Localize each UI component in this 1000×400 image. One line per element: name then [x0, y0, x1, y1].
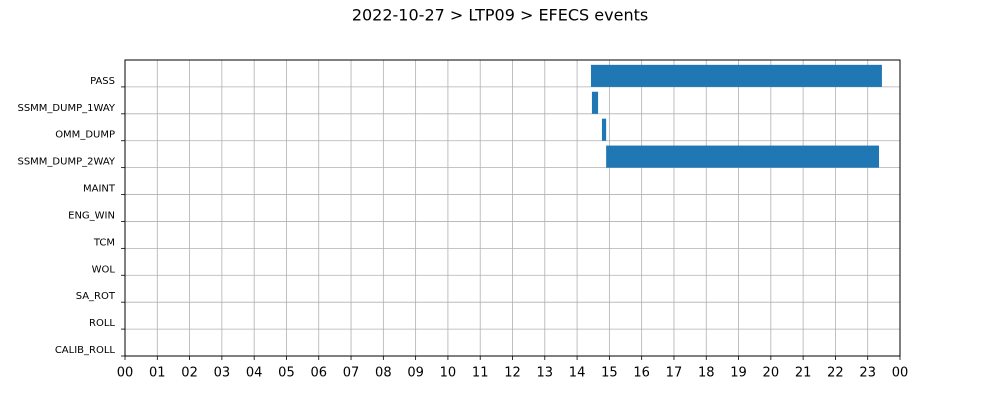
x-tick-label: 09 [407, 366, 424, 381]
y-tick-label: SSMM_DUMP_1WAY [17, 103, 115, 114]
chart-title: 2022-10-27 > LTP09 > EFECS events [352, 6, 648, 25]
x-tick-label: 01 [149, 366, 166, 381]
x-tick-label: 23 [859, 366, 876, 381]
x-tick-label: 07 [343, 366, 360, 381]
x-tick-label: 14 [569, 366, 586, 381]
y-tick-label: TCM [93, 237, 115, 248]
y-tick-label: SA_ROT [76, 291, 116, 302]
bar [590, 64, 882, 87]
x-tick-label: 08 [375, 366, 392, 381]
y-tick-label: WOL [92, 264, 116, 275]
x-tick-label: 00 [117, 366, 134, 381]
x-tick-label: 10 [440, 366, 457, 381]
bar [606, 145, 880, 168]
x-tick-label: 03 [214, 366, 231, 381]
bar [591, 91, 599, 114]
x-tick-label: 05 [278, 366, 295, 381]
x-tick-label: 02 [181, 366, 198, 381]
x-tick-label: 16 [633, 366, 650, 381]
y-tick-label: ROLL [89, 318, 115, 329]
bar [601, 118, 607, 141]
x-tick-label: 15 [601, 366, 618, 381]
x-tick-label: 11 [472, 366, 489, 381]
x-tick-label: 13 [537, 366, 554, 381]
y-tick-label: SSMM_DUMP_2WAY [17, 157, 115, 168]
x-tick-label: 12 [504, 366, 521, 381]
y-tick-label: CALIB_ROLL [55, 345, 116, 356]
x-tick-label: 06 [310, 366, 327, 381]
x-tick-label: 22 [827, 366, 844, 381]
y-tick-label: PASS [90, 76, 115, 87]
y-tick-label: MAINT [83, 184, 116, 195]
y-tick-label: ENG_WIN [68, 210, 115, 221]
x-tick-label: 18 [698, 366, 715, 381]
x-tick-label: 17 [666, 366, 683, 381]
x-tick-label: 20 [763, 366, 780, 381]
plot-frame [124, 59, 901, 357]
x-tick-label: 19 [730, 366, 747, 381]
y-tick-label: OMM_DUMP [55, 130, 115, 141]
x-tick-label: 00 [892, 366, 909, 381]
x-tick-label: 21 [795, 366, 812, 381]
x-tick-label: 04 [246, 366, 263, 381]
